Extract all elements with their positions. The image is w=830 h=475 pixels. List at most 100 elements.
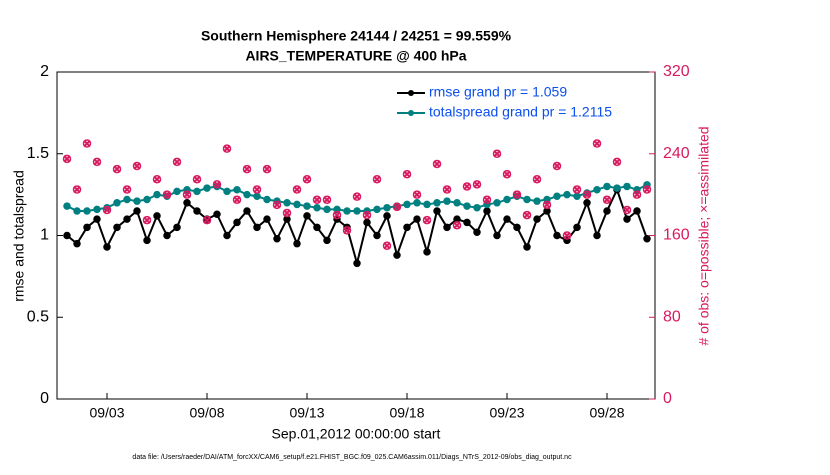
marker (332, 210, 342, 220)
marker (573, 192, 581, 201)
marker-x (493, 150, 501, 158)
marker (383, 212, 391, 220)
y-axis-label: rmse and totalspread (11, 170, 27, 302)
marker (342, 226, 352, 235)
marker (572, 185, 582, 194)
marker (513, 223, 521, 232)
marker (192, 175, 202, 184)
marker (142, 215, 152, 225)
marker (503, 215, 511, 223)
marker-x (273, 201, 281, 209)
marker (523, 243, 531, 251)
legend-box (395, 80, 645, 126)
marker (573, 223, 581, 232)
marker (163, 231, 171, 240)
marker (493, 231, 501, 240)
marker (562, 231, 572, 240)
marker (233, 185, 241, 194)
marker (203, 184, 211, 192)
marker-x (373, 175, 381, 184)
marker (613, 184, 621, 192)
marker (383, 203, 391, 212)
marker (533, 215, 541, 223)
marker (152, 175, 162, 184)
marker (62, 154, 72, 164)
y2-tick-label: 80 (663, 308, 681, 325)
marker (403, 223, 411, 232)
marker-x (553, 162, 561, 170)
marker-x (343, 226, 351, 235)
marker-x (353, 192, 361, 201)
marker-x (503, 170, 511, 178)
marker (493, 199, 501, 207)
marker-x (393, 203, 401, 211)
marker-x (593, 139, 601, 148)
marker (272, 200, 282, 210)
marker (242, 164, 252, 174)
marker-x (643, 185, 651, 194)
marker (542, 200, 552, 210)
marker (253, 192, 261, 201)
x-tick-label: 09/18 (389, 405, 424, 421)
marker (92, 157, 102, 167)
marker (353, 259, 361, 268)
marker (323, 236, 331, 245)
legend-label: totalspread grand pr = 1.2115 (429, 104, 612, 120)
marker-x (143, 216, 151, 224)
marker (132, 161, 142, 171)
y-tick-label: 2 (40, 63, 49, 80)
marker (413, 199, 421, 207)
marker (473, 203, 481, 212)
marker (633, 207, 641, 215)
marker (492, 149, 502, 158)
marker (193, 187, 201, 196)
marker-x (533, 175, 541, 184)
marker (263, 215, 271, 223)
marker (512, 190, 522, 199)
footnote: data file: /Users/raeder/DAI/ATM_forcXX/… (132, 454, 572, 461)
marker-x (443, 185, 451, 194)
marker (193, 207, 201, 215)
marker (303, 202, 311, 210)
marker-x (413, 190, 421, 199)
marker (533, 197, 541, 205)
marker (403, 200, 411, 209)
x-tick-label: 09/13 (289, 405, 324, 421)
marker-x (263, 165, 271, 173)
marker (153, 190, 161, 199)
marker (112, 164, 122, 174)
marker (462, 182, 472, 191)
marker (283, 199, 291, 207)
marker-x (93, 158, 101, 166)
marker-x (633, 190, 641, 199)
marker (423, 248, 431, 256)
marker (82, 139, 92, 148)
marker-x (73, 185, 81, 194)
marker-x (123, 185, 131, 194)
marker (412, 190, 422, 199)
marker (232, 195, 242, 204)
marker (553, 231, 561, 240)
marker-x (453, 221, 461, 229)
legend-marker (408, 110, 414, 116)
marker (382, 241, 392, 250)
marker (603, 207, 611, 215)
marker (453, 199, 461, 207)
marker-x (323, 196, 331, 204)
marker-x (113, 165, 121, 173)
marker (442, 185, 452, 194)
marker (392, 202, 402, 212)
marker (473, 228, 481, 236)
marker (553, 192, 561, 201)
marker (222, 144, 232, 153)
y-tick-label: 1 (40, 227, 49, 244)
marker (93, 215, 101, 223)
marker (472, 180, 482, 189)
marker-x (183, 190, 191, 199)
marker (93, 205, 101, 214)
marker (443, 197, 451, 205)
marker (323, 205, 331, 214)
marker (233, 218, 241, 227)
marker (213, 210, 221, 218)
